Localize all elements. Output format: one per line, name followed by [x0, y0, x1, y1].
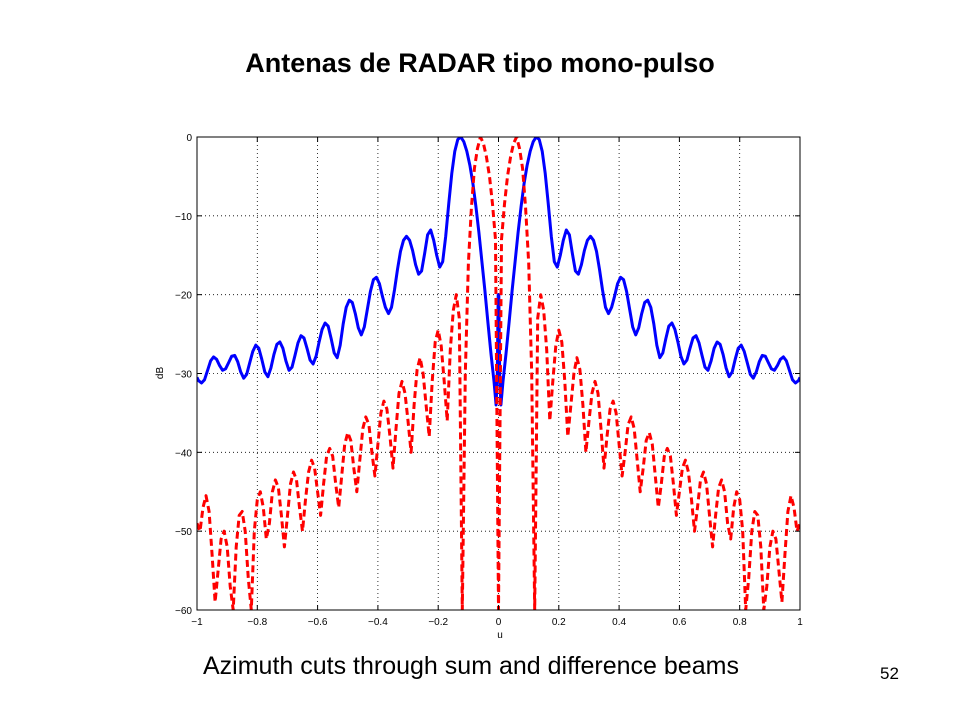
y-tick-label: 0 — [186, 133, 192, 144]
x-tick-label: 0 — [496, 617, 502, 628]
x-tick-label: 0.6 — [672, 617, 686, 628]
series-layer — [197, 137, 800, 610]
y-tick-label: −60 — [175, 606, 192, 617]
sum-beam-line — [197, 137, 800, 407]
x-tick-label: −0.6 — [308, 617, 328, 628]
y-tick-label: −10 — [175, 212, 192, 223]
y-tick-label: −20 — [175, 291, 192, 302]
x-tick-label: 0.8 — [733, 617, 747, 628]
x-tick-label: −0.8 — [247, 617, 267, 628]
slide-title: Antenas de RADAR tipo mono-pulso — [245, 48, 715, 78]
chart-caption: Azimuth cuts through sum and difference … — [203, 652, 739, 680]
y-axis-label: dB — [155, 367, 166, 380]
x-tick-label: −1 — [191, 617, 203, 628]
grid — [197, 137, 800, 610]
axes-ticks: −1 −0.8 −0.6 −0.4 −0.2 0 0.2 0.4 0.6 0.8 1 0 −10 −20 −… — [175, 133, 803, 628]
x-axis-label: u — [497, 630, 503, 641]
x-tick-label: 0.4 — [612, 617, 626, 628]
y-tick-label: −40 — [175, 448, 192, 459]
x-tick-label: 0.2 — [552, 617, 566, 628]
x-tick-label: −0.2 — [428, 617, 448, 628]
x-tick-label: −0.4 — [368, 617, 388, 628]
y-tick-label: −50 — [175, 527, 192, 538]
x-tick-label: 1 — [797, 617, 803, 628]
page-number: 52 — [880, 664, 899, 683]
y-tick-label: −30 — [175, 370, 192, 381]
